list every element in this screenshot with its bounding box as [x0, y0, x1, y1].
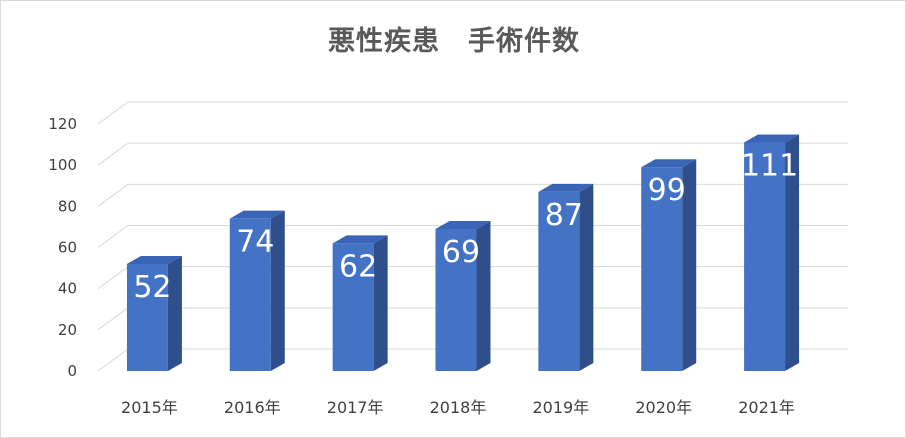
gridline [97, 183, 848, 207]
bar-top [332, 235, 388, 244]
bar-front [538, 191, 580, 371]
bar: 69 [435, 220, 491, 371]
data-label: 87 [545, 198, 583, 233]
y-axis: 0 20 40 60 80 100 120 [48, 115, 77, 380]
y-tick-label: 60 [58, 239, 77, 257]
bar-side [579, 183, 594, 371]
bar-side [785, 134, 800, 371]
bar-front [332, 243, 374, 371]
bar: 111 [741, 134, 800, 371]
x-tick-label: 2020年 [635, 398, 692, 417]
bar-top [641, 159, 697, 168]
bar-front [641, 167, 683, 371]
bars: 52 74 62 69 87 99 111 [126, 134, 800, 371]
data-label: 74 [236, 225, 274, 260]
chart-title: 悪性疾患 手術件数 [328, 26, 580, 57]
bar-front [744, 142, 786, 371]
y-tick-label: 120 [48, 115, 77, 133]
bar-top [744, 134, 800, 143]
y-tick-label: 80 [58, 197, 77, 215]
bar: 87 [538, 183, 594, 371]
x-tick-label: 2019年 [532, 398, 589, 417]
x-tick-label: 2018年 [430, 398, 487, 417]
bar-side [373, 235, 388, 371]
bar-side [682, 159, 697, 371]
data-label: 69 [442, 235, 480, 270]
x-tick-label: 2016年 [224, 398, 281, 417]
x-tick-label: 2021年 [738, 398, 795, 417]
bar-front [229, 218, 271, 371]
bar-top [126, 255, 182, 264]
bar-front [126, 263, 168, 371]
bar-top [229, 210, 285, 219]
gridline [97, 101, 848, 125]
bar-top [538, 183, 594, 192]
bar: 62 [332, 235, 388, 371]
x-axis: 2015年 2016年 2017年 2018年 2019年 2020年 2021年 [121, 398, 795, 417]
y-tick-label: 20 [58, 321, 77, 339]
bar: 74 [229, 210, 285, 371]
y-tick-label: 0 [67, 362, 77, 380]
bar-side [476, 220, 491, 371]
y-tick-label: 100 [48, 156, 77, 174]
gridline [97, 225, 848, 248]
x-tick-label: 2017年 [327, 398, 384, 417]
data-label: 99 [648, 173, 686, 208]
gridline [97, 142, 848, 166]
bar-side [167, 255, 182, 371]
data-label: 62 [339, 249, 377, 284]
bar-front [435, 228, 477, 371]
data-label: 111 [741, 149, 798, 184]
y-tick-label: 40 [58, 280, 77, 298]
bar: 99 [641, 159, 697, 371]
x-tick-label: 2015年 [121, 398, 178, 417]
bar-top [435, 220, 491, 229]
bar-side [270, 210, 285, 371]
data-label: 52 [133, 270, 171, 305]
bar: 52 [126, 255, 182, 371]
